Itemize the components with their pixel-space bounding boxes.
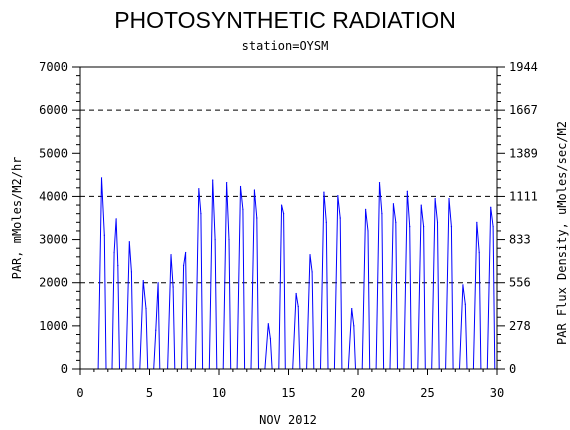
data-point	[115, 218, 117, 220]
chart-subtitle: station=OYSM	[242, 39, 329, 53]
data-point	[378, 182, 381, 184]
data-point	[256, 217, 258, 219]
data-point	[367, 230, 369, 232]
data-point	[409, 226, 411, 228]
data-point	[142, 279, 144, 282]
data-point	[172, 286, 174, 288]
data-point	[185, 251, 187, 254]
data-point	[450, 226, 453, 228]
data-point	[311, 271, 313, 273]
data-point	[406, 190, 408, 192]
data-point	[462, 284, 464, 286]
data-point	[155, 329, 157, 331]
data-point	[339, 217, 341, 219]
data-point	[130, 271, 133, 273]
data-point	[200, 213, 202, 215]
y-tick-label: 4000	[39, 189, 68, 203]
data-point	[214, 238, 216, 241]
data-point	[182, 264, 185, 267]
y-axis-right: 0 278 556 833 1111 1389 1667 1944	[497, 60, 538, 376]
data-point	[423, 226, 425, 228]
data-point	[157, 282, 159, 284]
data-point	[323, 191, 325, 193]
y-tick-label: 7000	[39, 60, 68, 74]
data-point	[448, 197, 450, 200]
data-point	[212, 179, 214, 181]
y2-tick-label: 0	[509, 362, 516, 376]
x-tick-label: 10	[212, 386, 226, 400]
data-point	[113, 251, 115, 254]
y2-tick-label: 833	[509, 233, 531, 247]
data-point	[283, 213, 285, 215]
data-point	[269, 338, 272, 340]
data-point	[280, 204, 283, 206]
data-point	[365, 208, 367, 210]
data-point	[100, 177, 103, 179]
data-point	[228, 238, 230, 241]
data-point	[242, 208, 244, 210]
x-axis: 0 5 10 15 20 25 30	[76, 369, 504, 400]
data-point	[476, 221, 478, 223]
x-tick-label: 20	[351, 386, 365, 400]
y-tick-label: 6000	[39, 103, 68, 117]
par-series	[93, 177, 496, 370]
data-point	[490, 206, 492, 208]
x-tick-label: 30	[490, 386, 504, 400]
y-tick-label: 1000	[39, 319, 68, 333]
x-tick-label: 15	[281, 386, 295, 400]
data-point	[478, 251, 480, 254]
y2-tick-label: 556	[509, 276, 531, 290]
chart-title: PHOTOSYNTHETIC RADIATION	[114, 7, 456, 33]
data-point	[226, 182, 228, 184]
data-point	[492, 226, 494, 228]
data-point	[420, 204, 422, 206]
data-point	[239, 185, 242, 188]
data-point	[464, 303, 466, 305]
y2-tick-label: 1944	[509, 60, 538, 74]
x-tick-label: 0	[76, 386, 83, 400]
y-tick-label: 2000	[39, 276, 68, 290]
data-point	[392, 203, 395, 205]
data-point	[267, 323, 269, 325]
y-tick-label: 5000	[39, 146, 68, 160]
data-point	[198, 188, 200, 190]
data-point	[309, 254, 311, 256]
y2-tick-label: 1389	[509, 146, 538, 160]
par-line	[93, 177, 496, 370]
data-point	[325, 221, 327, 223]
data-point	[295, 292, 297, 295]
gridlines	[80, 109, 497, 284]
data-point	[353, 325, 355, 327]
data-point	[103, 234, 105, 236]
data-point	[128, 241, 130, 243]
data-point	[297, 305, 299, 308]
y2-tick-label: 1111	[509, 189, 538, 203]
y-tick-label: 0	[61, 362, 68, 376]
data-point	[351, 308, 353, 310]
y2-tick-label: 1667	[509, 103, 538, 117]
y2-tick-label: 278	[509, 319, 531, 333]
data-point	[436, 221, 439, 223]
x-tick-label: 25	[420, 386, 434, 400]
x-axis-label: NOV 2012	[259, 413, 317, 427]
data-point	[117, 264, 119, 267]
data-point	[434, 197, 436, 200]
x-tick-label: 5	[146, 386, 153, 400]
data-point	[145, 308, 147, 310]
data-point	[170, 254, 172, 256]
data-point	[253, 189, 256, 191]
y-axis-left: 0 1000 2000 3000 4000 5000 6000 7000	[39, 60, 80, 376]
data-point	[395, 221, 397, 223]
data-point	[381, 213, 383, 215]
data-point	[337, 194, 339, 197]
y2-axis-label: PAR Flux Density, uMoles/sec/M2	[555, 121, 569, 345]
y-tick-label: 3000	[39, 233, 68, 247]
y-axis-label: PAR, mMoles/M2/hr	[10, 157, 24, 280]
